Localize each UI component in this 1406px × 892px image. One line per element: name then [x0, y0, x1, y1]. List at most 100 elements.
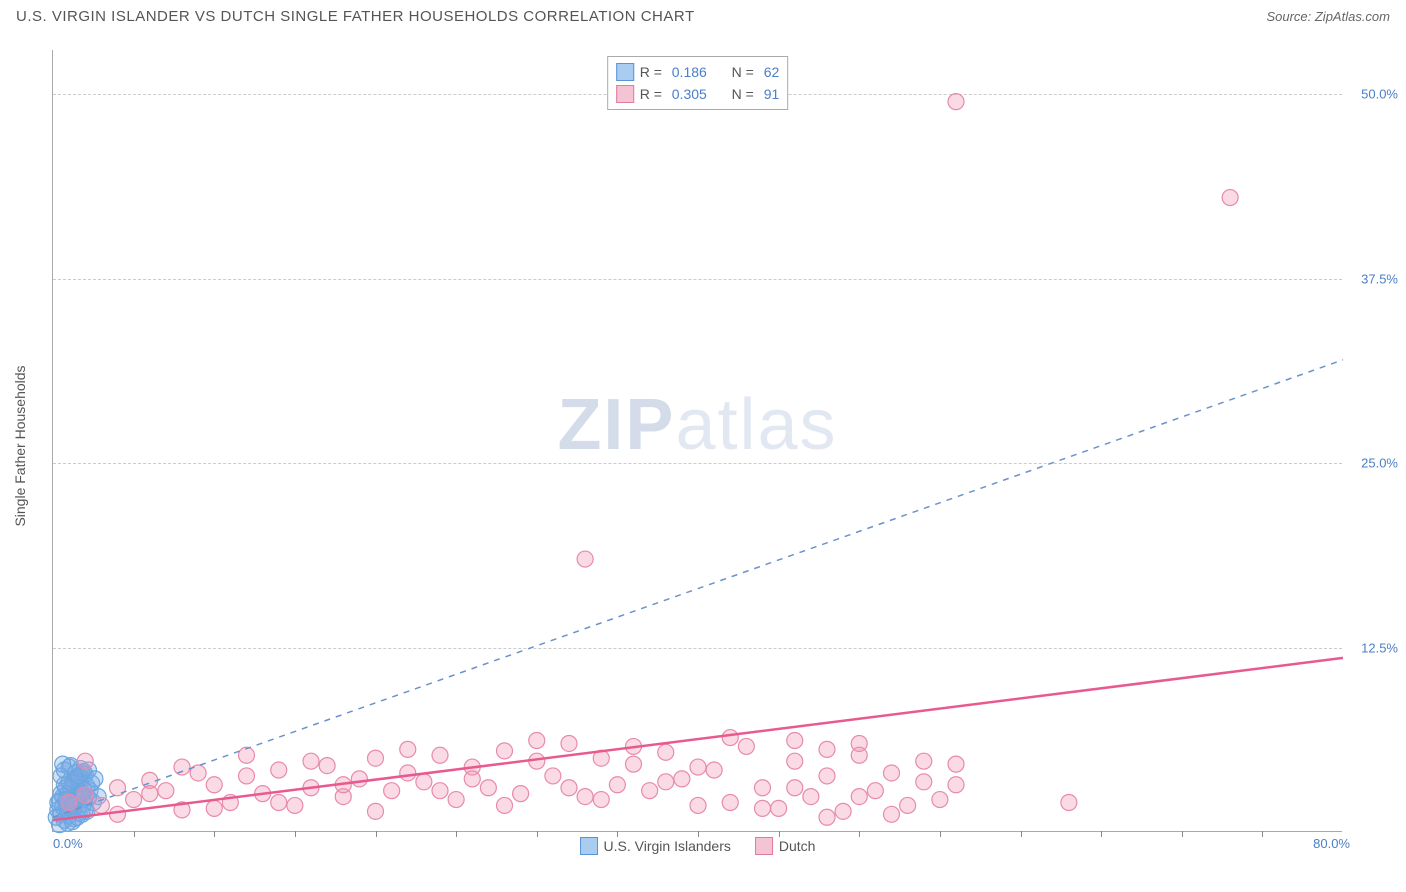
- data-point: [110, 806, 126, 822]
- data-point: [303, 753, 319, 769]
- data-point: [835, 803, 851, 819]
- data-point: [497, 797, 513, 813]
- x-origin-label: 0.0%: [53, 836, 83, 851]
- x-tick: [456, 831, 457, 837]
- data-point: [819, 809, 835, 825]
- y-tick-label: 12.5%: [1361, 640, 1398, 655]
- y-axis-label: Single Father Households: [12, 365, 28, 526]
- legend-swatch: [616, 63, 634, 81]
- data-point: [609, 777, 625, 793]
- data-point: [577, 551, 593, 567]
- y-tick-label: 50.0%: [1361, 87, 1398, 102]
- x-tick: [1101, 831, 1102, 837]
- data-point: [368, 803, 384, 819]
- data-point: [674, 771, 690, 787]
- x-tick: [1021, 831, 1022, 837]
- data-point: [545, 768, 561, 784]
- n-value: 62: [760, 64, 779, 80]
- r-label: R =: [640, 64, 662, 80]
- data-point: [142, 786, 158, 802]
- data-point: [77, 753, 93, 769]
- data-point: [787, 733, 803, 749]
- data-point: [529, 733, 545, 749]
- data-point: [416, 774, 432, 790]
- data-point: [706, 762, 722, 778]
- data-point: [658, 774, 674, 790]
- data-point: [1061, 794, 1077, 810]
- data-point: [448, 792, 464, 808]
- n-label: N =: [724, 64, 754, 80]
- data-point: [158, 783, 174, 799]
- data-point: [787, 780, 803, 796]
- data-point: [867, 783, 883, 799]
- data-point: [932, 792, 948, 808]
- data-point: [738, 738, 754, 754]
- data-point: [1222, 190, 1238, 206]
- data-point: [271, 762, 287, 778]
- data-point: [480, 780, 496, 796]
- data-point: [206, 800, 222, 816]
- scatter-svg: [53, 50, 1342, 831]
- data-point: [110, 780, 126, 796]
- stats-row: R = 0.186 N = 62: [616, 61, 780, 83]
- chart-container: U.S. VIRGIN ISLANDER VS DUTCH SINGLE FAT…: [0, 0, 1406, 892]
- legend-label: U.S. Virgin Islanders: [604, 838, 731, 854]
- n-value: 91: [760, 86, 779, 102]
- y-tick-label: 25.0%: [1361, 456, 1398, 471]
- data-point: [916, 753, 932, 769]
- n-label: N =: [724, 86, 754, 102]
- r-value: 0.186: [668, 64, 718, 80]
- legend-swatch: [755, 837, 773, 855]
- data-point: [884, 806, 900, 822]
- legend-item: U.S. Virgin Islanders: [580, 837, 731, 855]
- data-point: [206, 777, 222, 793]
- r-label: R =: [640, 86, 662, 102]
- data-point: [87, 771, 103, 787]
- x-tick: [214, 831, 215, 837]
- x-tick: [134, 831, 135, 837]
- data-point: [126, 792, 142, 808]
- data-point: [819, 741, 835, 757]
- chart-title: U.S. VIRGIN ISLANDER VS DUTCH SINGLE FAT…: [16, 8, 695, 25]
- data-point: [819, 768, 835, 784]
- data-point: [239, 768, 255, 784]
- data-point: [174, 759, 190, 775]
- data-point: [948, 94, 964, 110]
- data-point: [787, 753, 803, 769]
- legend-swatch: [580, 837, 598, 855]
- data-point: [690, 797, 706, 813]
- x-tick: [376, 831, 377, 837]
- x-tick: [1262, 831, 1263, 837]
- data-point: [658, 744, 674, 760]
- y-tick-label: 37.5%: [1361, 271, 1398, 286]
- stats-legend: R = 0.186 N = 62R = 0.305 N = 91: [607, 56, 789, 110]
- data-point: [497, 743, 513, 759]
- data-point: [561, 780, 577, 796]
- data-point: [803, 789, 819, 805]
- data-point: [884, 765, 900, 781]
- series-legend: U.S. Virgin Islanders Dutch: [580, 837, 816, 855]
- data-point: [722, 730, 738, 746]
- data-point: [400, 741, 416, 757]
- data-point: [368, 750, 384, 766]
- data-point: [755, 780, 771, 796]
- data-point: [464, 771, 480, 787]
- data-point: [513, 786, 529, 802]
- r-value: 0.305: [668, 86, 718, 102]
- x-tick: [295, 831, 296, 837]
- data-point: [593, 792, 609, 808]
- data-point: [287, 797, 303, 813]
- legend-item: Dutch: [755, 837, 816, 855]
- legend-label: Dutch: [779, 838, 816, 854]
- data-point: [239, 747, 255, 763]
- data-point: [755, 800, 771, 816]
- data-point: [722, 794, 738, 810]
- x-tick: [940, 831, 941, 837]
- data-point: [400, 765, 416, 781]
- data-point: [948, 756, 964, 772]
- data-point: [432, 783, 448, 799]
- plot-area: ZIPatlas 12.5%25.0%37.5%50.0% R = 0.186 …: [52, 50, 1342, 832]
- data-point: [432, 747, 448, 763]
- data-point: [626, 756, 642, 772]
- data-point: [851, 789, 867, 805]
